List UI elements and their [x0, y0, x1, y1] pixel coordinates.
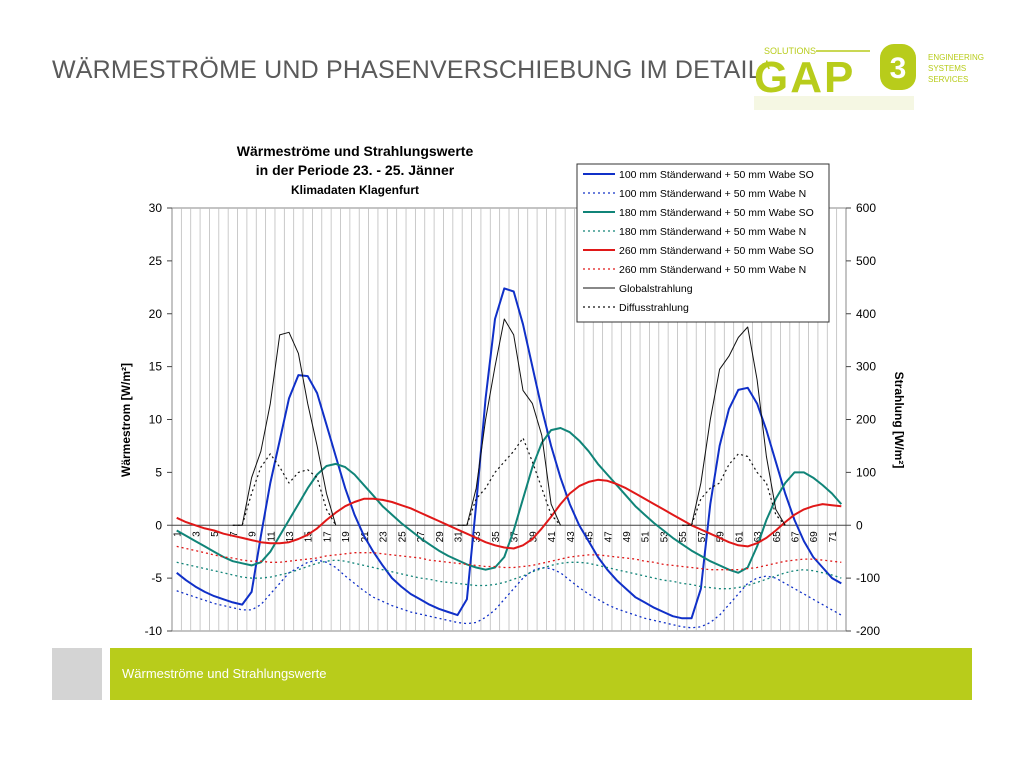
x-tick-label: 13 [285, 531, 296, 543]
x-tick-label: 15 [304, 531, 315, 543]
series-line-6 [176, 545, 842, 571]
legend-label: 100 mm Ständerwand + 50 mm Wabe SO [619, 169, 814, 181]
series-line-8 [232, 437, 786, 526]
x-tick-label: 31 [454, 531, 465, 543]
x-tick-label: 5 [210, 531, 221, 537]
slide-title-text: WÄRMESTRÖME UND PHASENVERSCHIEBUNG IM DE… [52, 56, 762, 84]
y-tick-label: -5 [151, 571, 162, 585]
y-tick-label: -10 [145, 624, 163, 638]
series-line-2 [176, 559, 842, 629]
x-tick-label: 51 [641, 531, 652, 543]
legend-label: 180 mm Ständerwand + 50 mm Wabe SO [619, 207, 814, 219]
slide-title: WÄRMESTRÖME UND PHASENVERSCHIEBUNG IM DE… [52, 56, 772, 85]
legend-label: 260 mm Ständerwand + 50 mm Wabe N [619, 264, 806, 276]
x-tick-label: 7 [229, 531, 240, 537]
y-tick-label: 5 [155, 465, 162, 479]
x-tick-label: 53 [659, 531, 670, 543]
x-tick-label: 19 [341, 531, 352, 543]
x-tick-label: 47 [603, 531, 614, 543]
logo-line-2: SYSTEMS [928, 64, 966, 73]
x-tick-label: 59 [716, 531, 727, 543]
x-tick-label: 43 [566, 531, 577, 543]
y2-tick-label: 200 [856, 413, 876, 427]
x-tick-label: 37 [510, 531, 521, 543]
title-asterisk: * [761, 56, 772, 84]
chart-subtitle: Klimadaten Klagenfurt [291, 183, 419, 197]
chart-title-line2: in der Periode 23. - 25. Jänner [256, 162, 455, 178]
series-line-1 [176, 287, 842, 620]
x-tick-label: 61 [734, 531, 745, 543]
x-tick-label: 49 [622, 531, 633, 543]
x-tick-label: 27 [416, 531, 427, 543]
y-tick-label: 20 [149, 307, 163, 321]
y2-tick-label: 0 [856, 518, 863, 532]
y-tick-label: 15 [149, 360, 163, 374]
y2-tick-label: 300 [856, 360, 876, 374]
y2-tick-label: 500 [856, 254, 876, 268]
chart-axes: -10-5051015202530-200-100010020030040050… [145, 201, 881, 638]
legend-label: 260 mm Ständerwand + 50 mm Wabe SO [619, 245, 814, 257]
logo-top-text: SOLUTIONS [764, 46, 816, 56]
legend-box [576, 163, 830, 323]
chart-title: Wärmeströme und Strahlungswerte [237, 143, 474, 159]
y-tick-label: 25 [149, 254, 163, 268]
legend-label: 180 mm Ständerwand + 50 mm Wabe N [619, 226, 806, 238]
x-tick-label: 69 [809, 531, 820, 543]
logo-line-1: ENGINEERING [928, 53, 984, 62]
logo-main-text: GAP [754, 53, 855, 102]
series-line-5 [176, 478, 842, 550]
x-tick-label: 41 [547, 531, 558, 543]
y2-tick-label: 600 [856, 201, 876, 215]
x-tick-label: 63 [753, 531, 764, 543]
company-logo: SOLUTIONS GAP 3 ENGINEERING SYSTEMS SERV… [754, 44, 984, 110]
x-tick-label: 33 [472, 531, 483, 543]
x-tick-label: 55 [678, 531, 689, 543]
x-tick-label: 25 [397, 531, 408, 543]
chart-series [176, 287, 843, 629]
x-tick-label: 57 [697, 531, 708, 543]
x-tick-label: 17 [322, 531, 333, 543]
legend-label: Globalstrahlung [619, 283, 693, 295]
y-tick-label: 0 [155, 518, 162, 532]
x-tick-label: 71 [828, 531, 839, 543]
y2-tick-label: -100 [856, 571, 880, 585]
footer-text: Wärmeströme und Strahlungswerte [122, 666, 327, 681]
logo-badge-number: 3 [890, 52, 907, 85]
x-tick-label: 29 [435, 531, 446, 543]
x-tick-label: 3 [191, 531, 202, 537]
x-tick-label: 35 [491, 531, 502, 543]
y-tick-label: 10 [149, 413, 163, 427]
footer-bar: Wärmeströme und Strahlungswerte [110, 648, 972, 700]
series-line-7 [232, 318, 786, 526]
x-tick-label: 1 [173, 531, 184, 537]
series-line-3 [176, 427, 843, 574]
x-tick-label: 67 [791, 531, 802, 543]
y2-tick-label: 400 [856, 307, 876, 321]
series-line-4 [176, 559, 842, 590]
chart-legend: 100 mm Ständerwand + 50 mm Wabe SO 100 mm… [576, 163, 830, 323]
y2-tick-label: -200 [856, 624, 880, 638]
y-tick-label: 30 [149, 201, 163, 215]
legend-label: Diffusstrahlung [619, 302, 689, 314]
x-tick-label: 23 [379, 531, 390, 543]
y2-tick-label: 100 [856, 465, 876, 479]
logo-badge: 3 [880, 44, 916, 90]
y2-axis-label: Strahlung [W/m²] [892, 372, 906, 469]
logo-reflection [754, 96, 914, 110]
y-axis-label: Wärmestrom [W/m²] [119, 363, 133, 477]
legend-label: 100 mm Ständerwand + 50 mm Wabe N [619, 188, 806, 200]
footer-gray-block [52, 648, 102, 700]
chart: Wärmeströme und Strahlungswerte in der P… [119, 143, 906, 638]
x-tick-label: 11 [266, 531, 277, 542]
x-tick-label: 65 [772, 531, 783, 543]
x-tick-label: 9 [248, 531, 259, 537]
logo-line-3: SERVICES [928, 75, 968, 84]
x-tick-label: 45 [585, 531, 596, 543]
